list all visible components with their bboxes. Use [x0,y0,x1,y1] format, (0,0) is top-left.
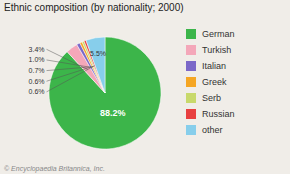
svg-text:88.2%: 88.2% [100,108,126,118]
html-text:German: German [202,29,235,39]
html-text:other: other [202,125,223,135]
svg-text:0.6%: 0.6% [29,78,45,85]
html-text:Russian: Russian [202,109,235,119]
svg-text:0.7%: 0.7% [29,67,45,74]
svg-text:5.5%: 5.5% [90,50,106,57]
html-text:© Encyclopaedia Britannica, In: © Encyclopaedia Britannica, Inc. [4,165,105,172]
html-text:Italian: Italian [202,61,226,71]
html-text:Greek: Greek [202,77,227,87]
html-text:Ethnic composition (by nationa: Ethnic composition (by nationality; 2000… [4,2,184,13]
svg-text:1.0%: 1.0% [29,56,45,63]
html-text:Serb: Serb [202,93,221,103]
svg-text:3.4%: 3.4% [29,46,45,53]
svg-text:0.6%: 0.6% [29,88,45,95]
html-text:Turkish: Turkish [202,45,232,55]
